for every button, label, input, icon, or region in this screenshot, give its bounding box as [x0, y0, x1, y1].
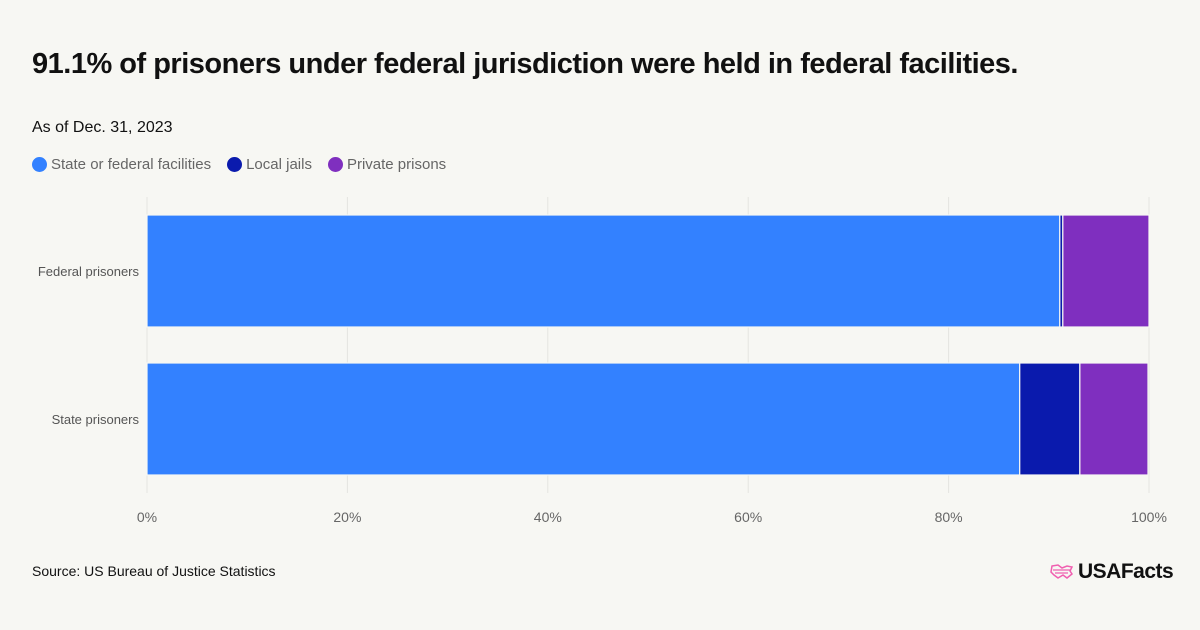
legend-label: State or federal facilities [51, 156, 212, 173]
legend: State or federal facilities Local jails Pr… [32, 156, 446, 173]
chart-subtitle: As of Dec. 31, 2023 [32, 119, 173, 136]
usafacts-logo: USAFacts [1050, 560, 1174, 584]
bar-segment [1062, 214, 1150, 328]
legend-label: Private prisons [346, 156, 447, 173]
chart-title: 91.1% of prisoners under federal jurisdi… [32, 48, 1018, 80]
category-label: State prisoners [52, 412, 140, 427]
x-tick-label: 40% [534, 509, 562, 525]
bar-segment [146, 362, 1021, 476]
logo-text: USAFacts [1078, 560, 1174, 583]
source-note: Source: US Bureau of Justice Statistics [32, 563, 276, 579]
us-map-flag-icon [1050, 564, 1074, 579]
legend-swatch [32, 157, 47, 172]
legend-swatch [327, 157, 343, 172]
x-tick-label: 80% [935, 509, 963, 525]
legend-item: Private prisons [327, 156, 447, 173]
legend-item: Local jails [227, 156, 312, 173]
x-tick-label: 100% [1131, 509, 1167, 525]
category-label: Federal prisoners [38, 264, 140, 279]
bar-segment [1019, 362, 1081, 476]
legend-item: State or federal facilities [32, 156, 211, 173]
x-tick-label: 20% [333, 509, 361, 525]
bar-segment [1079, 362, 1149, 476]
x-tick-label: 60% [734, 509, 762, 525]
x-tick-label: 0% [137, 509, 157, 525]
legend-swatch [227, 157, 243, 172]
legend-label: Local jails [246, 156, 312, 173]
bar-segment [146, 214, 1061, 328]
